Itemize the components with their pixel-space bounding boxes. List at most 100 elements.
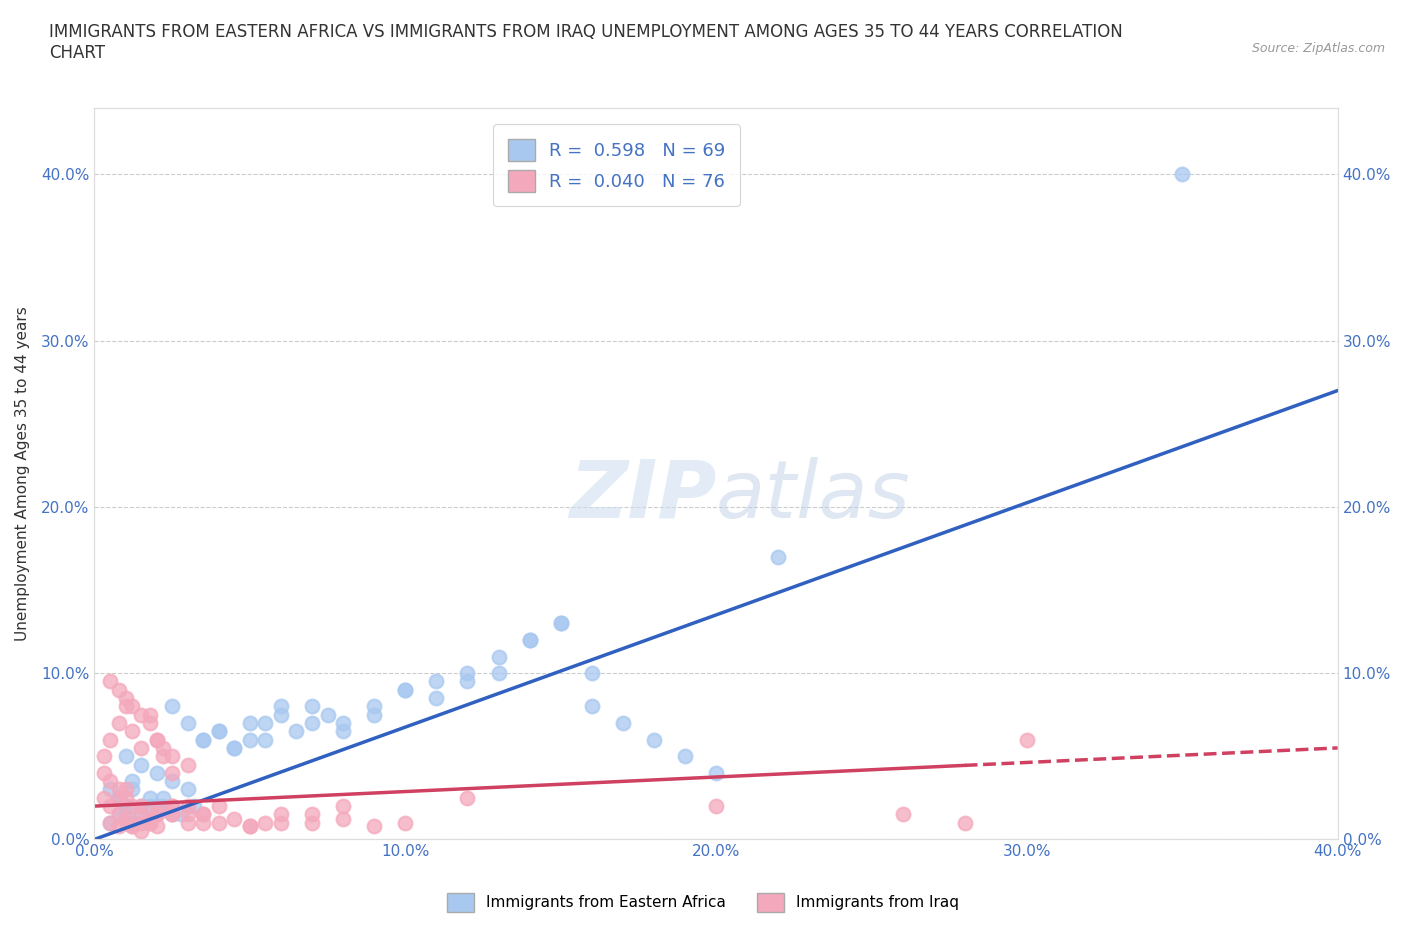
Legend: Immigrants from Eastern Africa, Immigrants from Iraq: Immigrants from Eastern Africa, Immigran… (440, 887, 966, 918)
Point (108, 807, 131, 822)
Point (145, 802, 167, 817)
Point (1171, 167, 1194, 182)
Point (139, 715, 162, 730)
Point (108, 790, 131, 805)
Text: atlas: atlas (716, 457, 911, 535)
Point (121, 799, 143, 814)
Point (114, 691, 136, 706)
Point (519, 632, 541, 647)
Point (254, 732, 277, 747)
Point (208, 799, 231, 814)
Point (121, 816, 143, 830)
Point (139, 790, 162, 805)
Point (145, 818, 167, 833)
Point (108, 782, 131, 797)
Point (152, 799, 174, 814)
Point (425, 691, 447, 706)
Point (170, 807, 193, 822)
Point (239, 715, 262, 730)
Point (177, 799, 200, 814)
Point (643, 732, 665, 747)
Point (93, 765, 115, 780)
Point (160, 749, 183, 764)
Point (145, 732, 167, 747)
Point (108, 715, 131, 730)
Point (488, 649, 510, 664)
Point (456, 666, 478, 681)
Point (160, 799, 183, 814)
Point (121, 818, 143, 833)
Point (363, 699, 385, 714)
Point (98, 732, 121, 747)
Point (129, 807, 152, 822)
Point (114, 782, 136, 797)
Point (270, 816, 292, 830)
Point (239, 732, 262, 747)
Point (98, 782, 121, 797)
Legend: R =  0.598   N = 69, R =  0.040   N = 76: R = 0.598 N = 69, R = 0.040 N = 76 (494, 125, 740, 206)
Point (93, 749, 115, 764)
Point (254, 715, 277, 730)
Point (98, 674, 121, 689)
Point (239, 818, 262, 833)
Point (301, 807, 323, 822)
Point (953, 816, 976, 830)
Point (519, 632, 541, 647)
Point (160, 807, 183, 822)
Point (270, 707, 292, 722)
Point (108, 790, 131, 805)
Point (139, 816, 162, 830)
Point (208, 724, 231, 738)
Point (316, 707, 339, 722)
Point (160, 765, 183, 780)
Point (891, 807, 914, 822)
Point (285, 724, 308, 738)
Point (239, 818, 262, 833)
Point (208, 724, 231, 738)
Point (1015, 732, 1038, 747)
Point (224, 740, 246, 755)
Point (177, 816, 200, 830)
Point (139, 816, 162, 830)
Point (193, 732, 215, 747)
Point (425, 674, 447, 689)
Point (581, 699, 603, 714)
Point (704, 799, 727, 814)
Point (152, 749, 174, 764)
Point (550, 616, 572, 631)
Point (160, 807, 183, 822)
Point (193, 732, 215, 747)
Point (129, 807, 152, 822)
Point (145, 807, 167, 822)
Point (145, 765, 167, 780)
Point (129, 740, 152, 755)
Point (301, 699, 323, 714)
Point (98, 774, 121, 789)
Point (152, 740, 174, 755)
Point (550, 616, 572, 631)
Point (108, 818, 131, 833)
Point (121, 699, 143, 714)
Text: ZIP: ZIP (568, 457, 716, 535)
Point (129, 757, 152, 772)
Point (301, 816, 323, 830)
Point (332, 715, 354, 730)
Point (152, 790, 174, 805)
Point (114, 749, 136, 764)
Point (121, 774, 143, 789)
Point (581, 666, 603, 681)
Point (160, 807, 183, 822)
Point (152, 802, 174, 817)
Point (394, 816, 416, 830)
Point (129, 799, 152, 814)
Point (612, 715, 634, 730)
Point (177, 807, 200, 822)
Point (98, 799, 121, 814)
Point (145, 807, 167, 822)
Point (108, 683, 131, 698)
Point (224, 812, 246, 827)
Point (114, 799, 136, 814)
Point (108, 807, 131, 822)
Point (121, 724, 143, 738)
Point (145, 799, 167, 814)
